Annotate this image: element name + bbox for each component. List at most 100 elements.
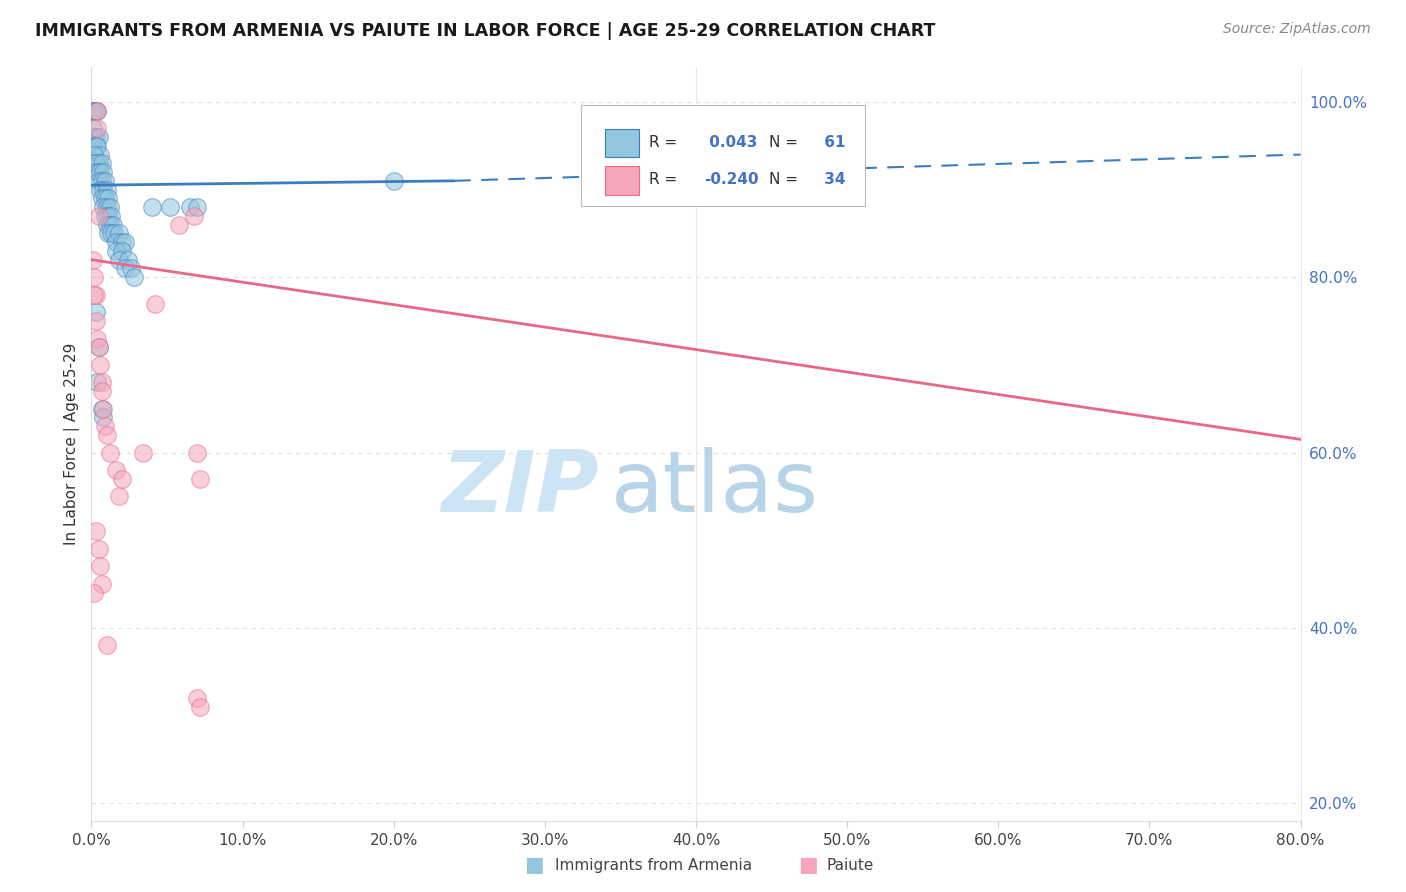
Point <box>114 235 136 250</box>
Text: -0.240: -0.240 <box>704 172 759 187</box>
Text: ■: ■ <box>799 855 818 875</box>
Point <box>141 200 163 214</box>
Point <box>159 200 181 214</box>
Point <box>143 296 166 310</box>
Point <box>87 156 110 170</box>
Point <box>100 227 122 241</box>
Point <box>100 209 122 223</box>
Point <box>96 428 118 442</box>
Point <box>93 165 115 179</box>
Point <box>91 384 114 399</box>
Point <box>94 209 117 223</box>
Point <box>96 218 118 232</box>
Point <box>82 252 104 267</box>
Point <box>89 147 111 161</box>
Text: 61: 61 <box>820 135 846 150</box>
Point <box>167 218 190 232</box>
Point <box>91 577 114 591</box>
Text: R =: R = <box>648 135 682 150</box>
Point <box>94 191 117 205</box>
FancyBboxPatch shape <box>605 128 640 157</box>
Point <box>104 235 127 250</box>
Point <box>96 200 118 214</box>
Point <box>94 174 117 188</box>
Point <box>104 244 127 258</box>
Point <box>107 252 129 267</box>
Point <box>186 445 208 459</box>
Point <box>107 489 129 503</box>
Text: Paiute: Paiute <box>827 858 875 872</box>
Point <box>84 305 107 319</box>
Text: ■: ■ <box>524 855 544 875</box>
Point <box>188 699 211 714</box>
Point <box>87 209 110 223</box>
Point <box>84 130 107 145</box>
Point <box>186 200 208 214</box>
Point <box>91 401 114 416</box>
Point <box>87 340 110 354</box>
Text: R =: R = <box>648 172 682 187</box>
Point <box>84 524 107 539</box>
Point <box>98 445 121 459</box>
Point <box>114 261 136 276</box>
Text: atlas: atlas <box>612 448 820 531</box>
Point <box>97 191 120 205</box>
Point <box>87 130 110 145</box>
Point <box>86 332 108 346</box>
Text: 34: 34 <box>820 172 846 187</box>
Point <box>101 218 124 232</box>
FancyBboxPatch shape <box>605 167 640 195</box>
Point <box>132 445 155 459</box>
Point <box>83 130 105 145</box>
Point <box>84 103 107 118</box>
Point <box>93 401 115 416</box>
Point <box>83 586 105 600</box>
Point <box>97 209 120 223</box>
Point <box>97 227 120 241</box>
Point <box>93 183 115 197</box>
Point <box>86 121 108 136</box>
Point <box>84 314 107 328</box>
Point <box>89 358 111 372</box>
Point <box>96 183 118 197</box>
Text: IMMIGRANTS FROM ARMENIA VS PAIUTE IN LABOR FORCE | AGE 25-29 CORRELATION CHART: IMMIGRANTS FROM ARMENIA VS PAIUTE IN LAB… <box>35 22 935 40</box>
Point <box>83 147 105 161</box>
Point <box>91 376 114 390</box>
Point <box>117 252 139 267</box>
Point <box>84 138 107 153</box>
Point <box>107 227 129 241</box>
Point <box>94 419 117 434</box>
Point <box>93 410 115 425</box>
Point <box>96 638 118 652</box>
Point <box>89 559 111 574</box>
Point <box>89 165 111 179</box>
Point <box>83 270 105 285</box>
Point <box>98 218 121 232</box>
Point <box>188 472 211 486</box>
Point <box>82 121 104 136</box>
Point <box>111 244 132 258</box>
Point <box>103 227 125 241</box>
Point <box>186 690 208 705</box>
Point <box>82 103 104 118</box>
Point <box>122 270 145 285</box>
Text: Immigrants from Armenia: Immigrants from Armenia <box>555 858 752 872</box>
Point <box>104 463 127 477</box>
Point <box>98 200 121 214</box>
Point <box>91 191 114 205</box>
Text: ZIP: ZIP <box>441 448 599 531</box>
Text: N =: N = <box>769 172 803 187</box>
Point <box>91 174 114 188</box>
Point <box>86 103 108 118</box>
FancyBboxPatch shape <box>581 104 865 206</box>
Point <box>84 287 107 301</box>
Point <box>87 541 110 556</box>
Point <box>86 376 108 390</box>
Point <box>83 103 105 118</box>
Point <box>382 174 405 188</box>
Point <box>82 138 104 153</box>
Point <box>120 261 142 276</box>
Text: Source: ZipAtlas.com: Source: ZipAtlas.com <box>1223 22 1371 37</box>
Text: N =: N = <box>769 135 803 150</box>
Point <box>111 472 132 486</box>
